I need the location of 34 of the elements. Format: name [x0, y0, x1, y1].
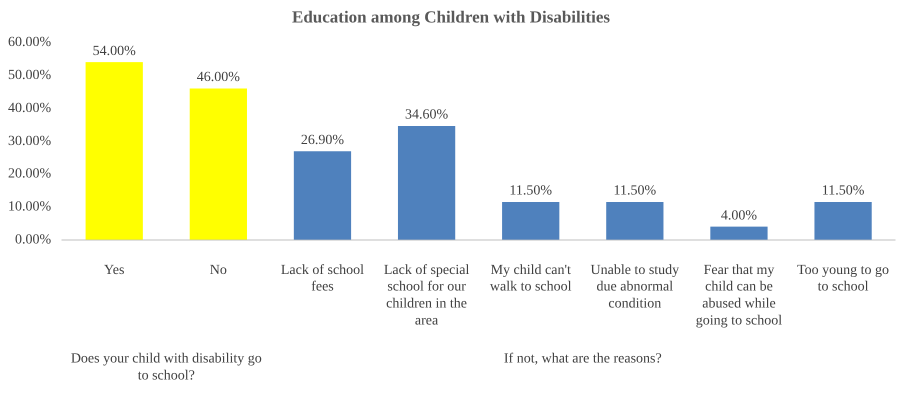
- data-label: 46.00%: [196, 70, 240, 86]
- data-label: 34.60%: [405, 108, 449, 123]
- y-tick-label: 60.00%: [8, 35, 52, 50]
- bar: [502, 202, 560, 240]
- y-tick-label: 20.00%: [8, 166, 52, 182]
- bar: [398, 126, 456, 240]
- x-tick-label: Fear that my child can be abused while going to school: [696, 262, 782, 328]
- x-tick-label: Unable to study due abnormal condition: [590, 262, 680, 312]
- x-tick-label: Lack of special school for our children in the area: [384, 262, 470, 328]
- data-label: 4.00%: [720, 208, 758, 224]
- y-tick-label: 50.00%: [8, 68, 52, 83]
- bar: [710, 226, 768, 240]
- data-label: 11.50%: [614, 184, 656, 199]
- y-tick-label: 40.00%: [8, 100, 52, 116]
- data-label: 11.50%: [509, 184, 552, 199]
- x-tick-label: My child can't walk to school: [490, 262, 572, 295]
- bar: [86, 62, 143, 240]
- bar: [814, 202, 872, 240]
- text: If not, what are the reasons?: [504, 352, 662, 367]
- x-tick-label: Too young to go to school: [797, 262, 890, 295]
- y-tick-label: 30.00%: [8, 134, 52, 149]
- data-label: 11.50%: [822, 184, 865, 199]
- data-label: 26.90%: [300, 132, 344, 148]
- y-tick-label: 0.00%: [14, 232, 52, 248]
- bar: [190, 88, 247, 240]
- x-tick-label: No: [210, 262, 227, 278]
- data-label: 54.00%: [92, 44, 136, 59]
- chart-title: Education among Children with Disabilities: [292, 8, 610, 27]
- bar: [606, 202, 664, 240]
- text: Does your child with disability go to school?: [70, 352, 262, 384]
- y-tick-label: 10.00%: [8, 200, 52, 215]
- x-tick-label: Lack of school fees: [280, 262, 364, 295]
- x-tick-label: Yes: [104, 262, 124, 278]
- bar: [294, 151, 352, 240]
